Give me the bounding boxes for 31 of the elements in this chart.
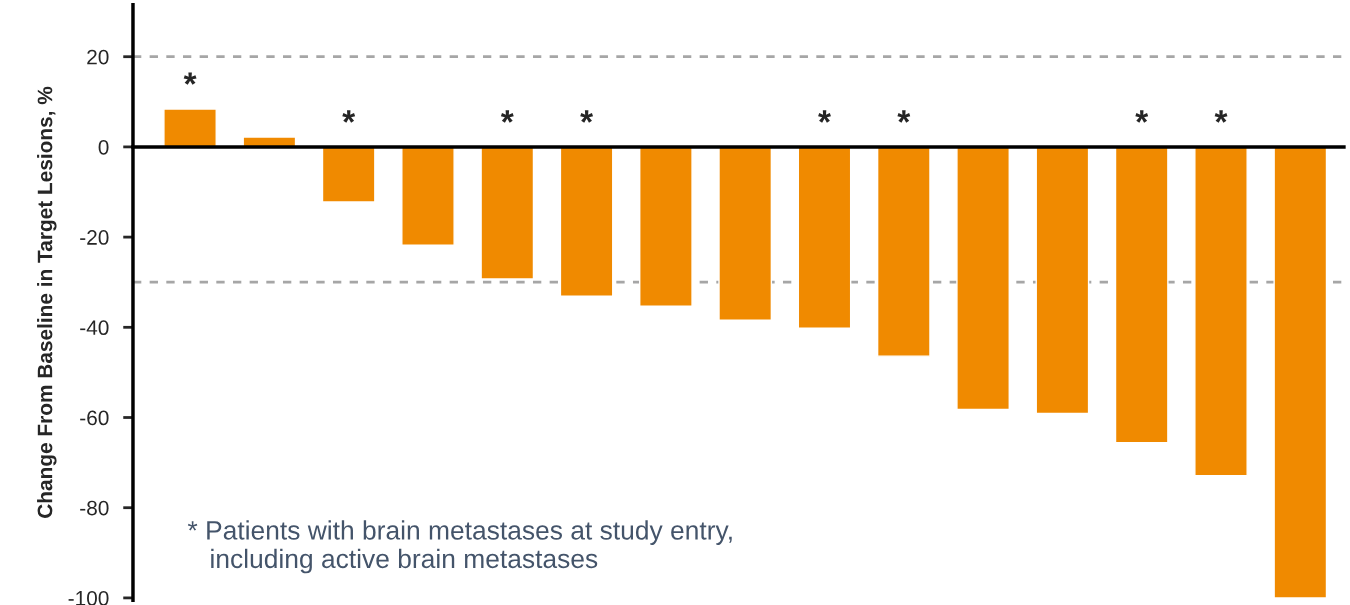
y-tick-label: -80 xyxy=(80,500,109,516)
y-tick-label: -100 xyxy=(68,590,109,605)
y-tick-label: -40 xyxy=(80,320,109,336)
bar xyxy=(401,146,455,246)
data-label: * xyxy=(500,110,514,123)
annotation: * Patients with brain metastases at study entry, including active brain metastases xyxy=(187,520,732,574)
y-tick-label: 20 xyxy=(87,49,109,65)
bar xyxy=(639,146,693,307)
bar xyxy=(559,146,614,297)
bar xyxy=(1035,146,1090,415)
data-label: * xyxy=(580,110,594,123)
y-axis-title: Change From Baseline in Target Lesions, % xyxy=(37,86,57,518)
bar xyxy=(1114,146,1169,444)
bar xyxy=(797,146,852,329)
bar xyxy=(480,146,535,280)
y-tick-label: -60 xyxy=(80,410,109,426)
bar xyxy=(1194,146,1248,477)
bar xyxy=(718,146,773,321)
bar xyxy=(1273,146,1328,599)
data-label: * xyxy=(1214,110,1228,123)
data-label: * xyxy=(897,110,911,123)
data-label: * xyxy=(1135,110,1149,123)
bar xyxy=(321,146,376,203)
bar xyxy=(956,146,1010,411)
y-tick-label: -20 xyxy=(80,230,109,245)
y-tick-label: 0 xyxy=(98,139,109,155)
bar xyxy=(876,146,931,357)
data-label: * xyxy=(818,110,831,123)
bar xyxy=(163,108,217,148)
data-label: * xyxy=(183,72,197,85)
data-label: * xyxy=(342,110,356,123)
